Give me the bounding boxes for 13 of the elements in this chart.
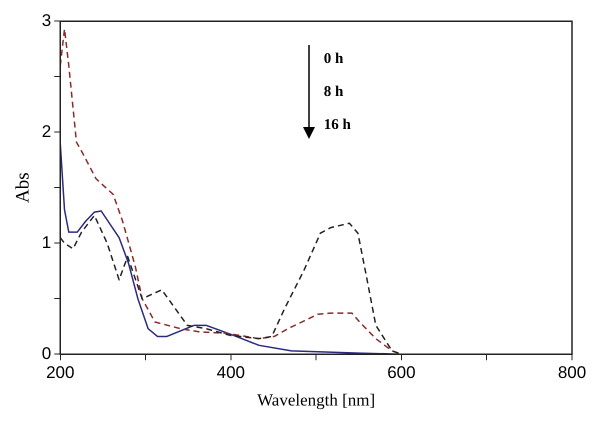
x-tick-label: 400 bbox=[216, 363, 246, 382]
y-tick-label: 3 bbox=[42, 10, 52, 30]
y-tick-label: 0 bbox=[42, 344, 52, 363]
x-tick-label: 200 bbox=[46, 363, 74, 382]
y-axis-title: Abs bbox=[12, 172, 34, 204]
annotation: 0 h bbox=[324, 51, 344, 68]
x-tick-label: 800 bbox=[558, 363, 586, 382]
y-tick-label: 1 bbox=[42, 232, 52, 252]
x-tick-label: 600 bbox=[387, 363, 416, 382]
annotation: 8 h bbox=[324, 84, 344, 100]
y-tick-label: 2 bbox=[42, 122, 52, 141]
x-axis-title: Wavelength [nm] bbox=[257, 390, 376, 410]
annotation: 16 h bbox=[324, 117, 352, 134]
